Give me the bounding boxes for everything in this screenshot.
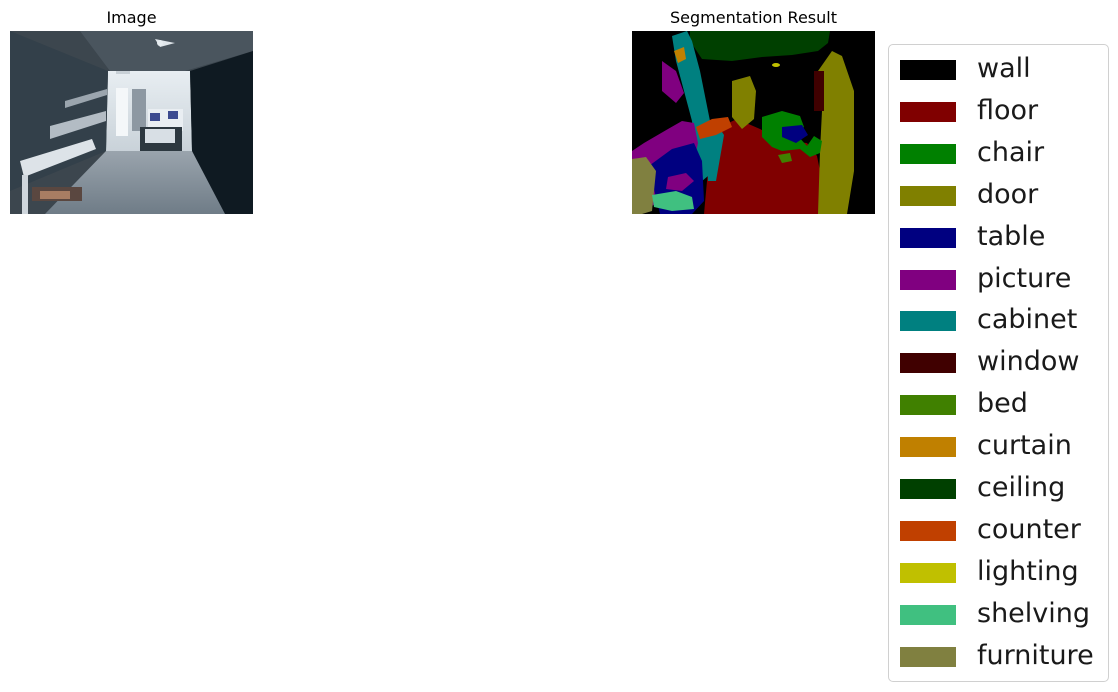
legend-swatch (900, 311, 956, 332)
legend-item: window (889, 343, 1108, 385)
legend-label: table (977, 220, 1046, 252)
legend-swatch (900, 101, 956, 122)
legend-item: picture (889, 260, 1108, 302)
legend-label: window (977, 346, 1080, 378)
legend-swatch (900, 227, 956, 248)
legend-item: bed (889, 385, 1108, 427)
legend-swatch (900, 604, 956, 625)
input-photo (10, 31, 253, 214)
legend-item: door (889, 176, 1108, 218)
legend-label: bed (977, 388, 1028, 420)
legend-swatch (900, 395, 956, 416)
legend-item: wall (889, 50, 1108, 92)
legend-label: counter (977, 513, 1081, 545)
legend-label: ceiling (977, 472, 1066, 503)
legend-swatch (900, 60, 956, 80)
image-panel-title: Image (106, 8, 157, 27)
legend-swatch (900, 269, 956, 290)
segmentation-panel-title: Segmentation Result (670, 8, 837, 27)
legend-swatch (900, 185, 956, 206)
legend-item: furniture (889, 637, 1108, 679)
legend-label: picture (977, 262, 1072, 294)
legend-item: curtain (889, 427, 1108, 469)
legend-swatch (900, 479, 956, 499)
segmentation-mask (632, 31, 875, 214)
legend-item: cabinet (889, 301, 1108, 343)
legend-item: lighting (889, 553, 1108, 595)
legend-label: curtain (977, 430, 1072, 462)
legend-label: furniture (977, 639, 1094, 671)
legend-item: table (889, 218, 1108, 260)
legend-label: wall (977, 53, 1031, 84)
legend-swatch (900, 520, 956, 541)
legend-item: shelving (889, 595, 1108, 637)
legend-swatch (900, 562, 956, 583)
legend-item: floor (889, 92, 1108, 134)
legend-swatch (900, 437, 956, 458)
legend-label: floor (977, 94, 1039, 126)
segmentation-legend: wall floor chair door table picture cabinet win… (888, 44, 1109, 682)
legend-label: shelving (977, 597, 1091, 629)
legend-label: cabinet (977, 304, 1078, 336)
legend-swatch (900, 353, 956, 374)
legend-swatch (900, 646, 956, 667)
legend-label: lighting (977, 555, 1079, 587)
legend-swatch (900, 143, 956, 164)
legend-label: chair (977, 136, 1045, 168)
legend-item: counter (889, 511, 1108, 553)
segmentation-mask-drawing (632, 31, 875, 214)
legend-item: chair (889, 134, 1108, 176)
legend-label: door (977, 178, 1039, 210)
input-photo-drawing (10, 31, 253, 214)
legend-item: ceiling (889, 469, 1108, 511)
